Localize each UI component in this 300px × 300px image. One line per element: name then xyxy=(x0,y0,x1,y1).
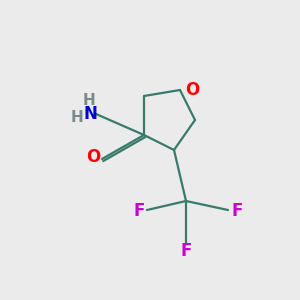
Text: N: N xyxy=(83,105,97,123)
Text: O: O xyxy=(86,148,100,166)
Text: H: H xyxy=(82,93,95,108)
Text: F: F xyxy=(231,202,243,220)
Text: O: O xyxy=(185,81,199,99)
Text: F: F xyxy=(134,202,145,220)
Text: H: H xyxy=(70,110,83,124)
Text: F: F xyxy=(180,242,192,260)
